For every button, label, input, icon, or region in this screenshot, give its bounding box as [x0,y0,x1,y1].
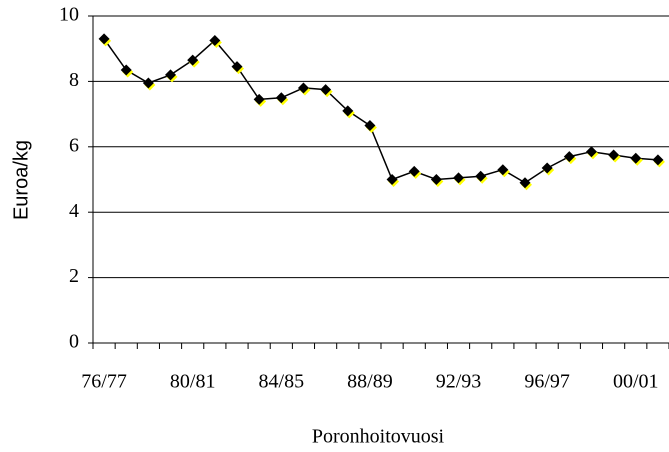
x-tick-label: 88/89 [347,371,393,393]
marker [497,164,509,176]
marker [142,77,154,89]
x-tick-label: 96/97 [524,371,570,393]
marker [253,93,265,105]
marker [563,151,575,163]
y-tick-label: 6 [69,134,79,156]
marker [585,146,597,158]
marker [231,61,243,73]
marker [275,92,287,104]
marker [364,120,376,132]
x-tick-label: 80/81 [170,371,216,393]
marker [541,162,553,174]
marker [430,174,442,185]
marker [475,170,487,182]
marker [519,177,531,189]
x-tick-label: 00/01 [613,371,659,393]
y-tick-label: 4 [69,200,79,222]
marker [187,54,199,66]
marker [320,84,332,96]
marker [608,149,620,161]
y-tick-label: 0 [69,331,79,353]
x-tick-label: 76/77 [81,371,127,393]
marker [408,165,420,177]
marker [209,35,221,47]
y-tick-label: 8 [69,69,79,91]
x-tick-label: 84/85 [259,371,305,393]
x-axis-label: Poronhoitovuosi [312,426,445,448]
data-line [103,38,658,184]
marker [297,82,309,94]
marker [98,33,110,45]
marker [342,105,354,117]
marker [120,64,132,76]
y-axis-label: Euroa/kg [10,140,32,220]
marker [165,69,177,81]
marker [453,172,465,184]
y-tick-label: 2 [69,265,79,287]
marker [386,174,398,185]
marker [630,152,642,164]
marker [652,154,664,166]
y-tick-label: 10 [59,4,79,26]
x-tick-label: 92/93 [436,371,482,393]
